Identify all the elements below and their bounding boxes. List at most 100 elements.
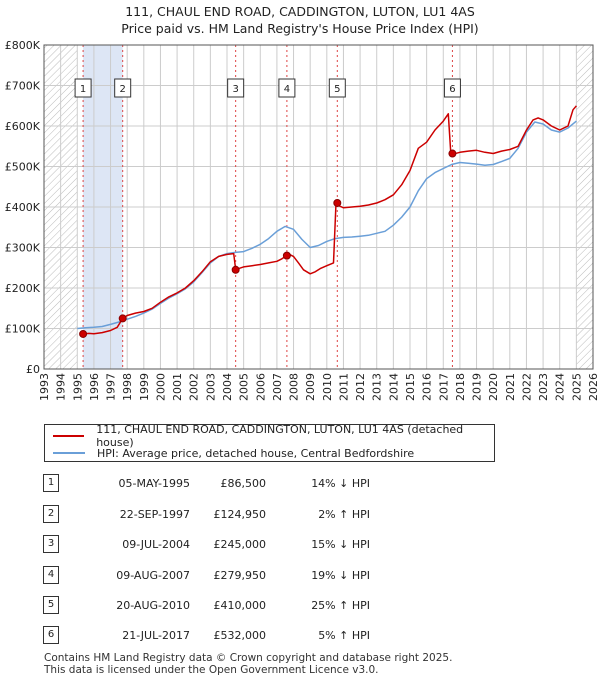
- sale-date: 09-AUG-2007: [116, 569, 190, 582]
- sale-label-box: [278, 78, 296, 98]
- sale-date: 05-MAY-1995: [118, 477, 190, 490]
- x-tick-label: 1994: [55, 373, 68, 401]
- sale-hpi-diff: 14% ↓ HPI: [311, 477, 370, 490]
- sale-label-text: 5: [334, 84, 340, 95]
- sale-label-box: [114, 78, 132, 98]
- x-tick-label: 2024: [554, 373, 567, 401]
- sale-point: [118, 314, 127, 323]
- x-tick-label: 2003: [204, 373, 217, 401]
- table-row: 4 09-AUG-2007 £279,950 19% ↓ HPI: [0, 566, 600, 588]
- y-tick-label: £0: [26, 363, 40, 376]
- x-tick-label: 1993: [38, 373, 51, 401]
- legend-hpi-swatch: [53, 452, 85, 454]
- x-tick-label: 2006: [254, 373, 267, 401]
- x-tick-label: 2005: [238, 373, 251, 401]
- legend-property-label: 111, CHAUL END ROAD, CADDINGTON, LUTON, …: [96, 423, 464, 449]
- x-tick-label: 2000: [154, 373, 167, 401]
- y-tick-label: £400K: [5, 201, 41, 214]
- x-tick-label: 2004: [221, 373, 234, 401]
- plot-frame: [43, 44, 594, 370]
- x-tick-label: 2025: [570, 373, 583, 401]
- sale-label-box: [443, 78, 461, 98]
- sale-label-box: [328, 78, 346, 98]
- x-tick-label: 2012: [354, 373, 367, 401]
- sale-hpi-diff: 25% ↑ HPI: [311, 599, 370, 612]
- sale-hpi-diff: 15% ↓ HPI: [311, 538, 370, 551]
- x-tick-label: 2002: [188, 373, 201, 401]
- sale-number-badge: 1: [43, 474, 59, 492]
- legend-hpi-label: HPI: Average price, detached house, Cent…: [97, 446, 415, 460]
- y-tick-label: £700K: [5, 80, 41, 93]
- x-tick-label: 2010: [321, 373, 334, 401]
- x-tick-label: 2023: [537, 373, 550, 401]
- x-tick-label: 2014: [387, 373, 400, 401]
- x-tick-label: 2026: [587, 373, 600, 401]
- sale-price: £410,000: [213, 599, 267, 612]
- sale-point: [282, 251, 291, 260]
- sale-date: 20-AUG-2010: [116, 599, 190, 612]
- sale-hpi-diff: 19% ↓ HPI: [311, 569, 370, 582]
- x-tick-label: 1999: [138, 373, 151, 401]
- x-tick-label: 2020: [487, 373, 500, 401]
- sale-price: £532,000: [213, 629, 267, 642]
- sale-number-badge: 2: [43, 505, 59, 523]
- chart-title: 111, CHAUL END ROAD, CADDINGTON, LUTON, …: [125, 4, 475, 19]
- y-tick-label: £800K: [5, 39, 41, 52]
- table-row: 3 09-JUL-2004 £245,000 15% ↓ HPI: [0, 535, 600, 557]
- y-tick-label: £600K: [5, 120, 41, 133]
- x-tick-label: 2001: [171, 373, 184, 401]
- footer-copyright: Contains HM Land Registry data © Crown c…: [44, 652, 453, 664]
- footer-licence: This data is licensed under the Open Gov…: [44, 664, 379, 676]
- y-tick-label: £200K: [5, 282, 41, 295]
- x-tick-label: 2019: [471, 373, 484, 401]
- sale-number-badge: 5: [43, 596, 59, 614]
- x-tick-label: 1997: [105, 373, 118, 401]
- sale-price: £86,500: [220, 477, 267, 490]
- x-tick-label: 1995: [71, 373, 84, 401]
- table-row: 1 05-MAY-1995 £86,500 14% ↓ HPI: [0, 474, 600, 496]
- x-tick-label: 2021: [504, 373, 517, 401]
- x-tick-label: 1996: [88, 373, 101, 401]
- sale-number-badge: 6: [43, 626, 59, 644]
- chart-subtitle: Price paid vs. HM Land Registry's House …: [121, 21, 479, 36]
- sale-label-text: 6: [449, 84, 455, 95]
- table-row: 6 21-JUL-2017 £532,000 5% ↑ HPI: [0, 626, 600, 648]
- x-tick-label: 2011: [337, 373, 350, 401]
- legend-property-swatch: [53, 435, 85, 437]
- x-tick-label: 2016: [421, 373, 434, 401]
- sale-date: 22-SEP-1997: [119, 508, 190, 521]
- y-tick-label: £100K: [5, 323, 41, 336]
- sale-label-text: 3: [232, 84, 238, 95]
- x-tick-label: 1998: [121, 373, 134, 401]
- price-chart: £0 £100K £200K £300K £400K £500K £600K £700K £80…: [5, 39, 600, 401]
- x-tick-label: 2018: [454, 373, 467, 401]
- x-tick-label: 2007: [271, 373, 284, 401]
- x-tick-label: 2008: [288, 373, 301, 401]
- sale-price: £279,950: [213, 569, 267, 582]
- series-line-hpi: [77, 120, 577, 330]
- sale-price: £245,000: [213, 538, 267, 551]
- sale-point: [333, 198, 342, 207]
- footer: Contains HM Land Registry data © Crown c…: [44, 652, 452, 676]
- table-row: 5 20-AUG-2010 £410,000 25% ↑ HPI: [0, 596, 600, 618]
- sale-price: £124,950: [213, 508, 267, 521]
- sale-number-badge: 4: [43, 566, 59, 584]
- sale-label-box: [74, 78, 92, 98]
- x-tick-label: 2022: [520, 373, 533, 401]
- sale-date: 09-JUL-2004: [122, 538, 190, 551]
- x-tick-label: 2015: [404, 373, 417, 401]
- x-tick-label: 2009: [304, 373, 317, 401]
- sale-number-badge: 3: [43, 535, 59, 553]
- sale-label-text: 2: [120, 84, 126, 95]
- legend-item-hpi: HPI: Average price, detached house, Cent…: [53, 445, 414, 461]
- y-tick-label: £500K: [5, 161, 41, 174]
- sale-label-text: 1: [80, 84, 86, 95]
- sale-label-text: 4: [284, 84, 290, 95]
- x-tick-label: 2013: [371, 373, 384, 401]
- series-line-property: [83, 105, 577, 335]
- sale-date: 21-JUL-2017: [122, 629, 190, 642]
- table-row: 2 22-SEP-1997 £124,950 2% ↑ HPI: [0, 505, 600, 527]
- sale-hpi-diff: 2% ↑ HPI: [318, 508, 370, 521]
- y-tick-label: £300K: [5, 242, 41, 255]
- legend: 111, CHAUL END ROAD, CADDINGTON, LUTON, …: [44, 423, 495, 462]
